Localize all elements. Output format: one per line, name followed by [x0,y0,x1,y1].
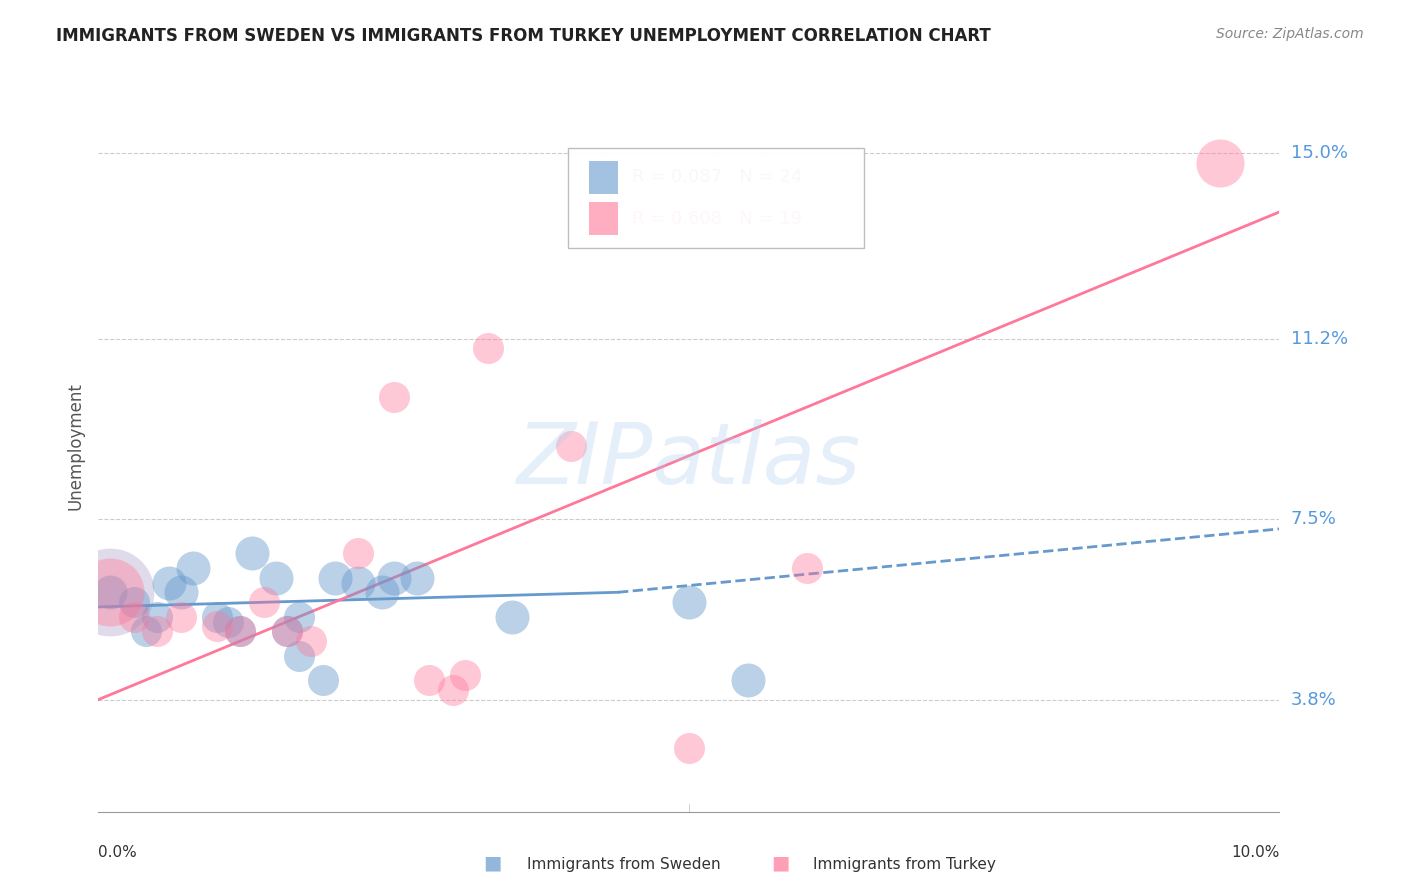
Point [796,561,818,575]
Point [737,673,759,687]
Text: R = 0.608   N = 19: R = 0.608 N = 19 [633,210,803,227]
Point [678,741,700,756]
Point [170,609,193,624]
Bar [589,161,619,194]
Text: Immigrants from Turkey: Immigrants from Turkey [813,857,995,872]
Point [371,585,394,599]
Point [299,634,322,648]
Point [477,342,499,356]
Point [288,648,311,663]
Point [205,609,228,624]
Point [217,615,239,629]
Point [347,575,370,590]
Text: ■: ■ [770,854,790,872]
Point [146,609,169,624]
Point [406,571,429,585]
Point [157,575,180,590]
Point [229,624,252,639]
Point [276,624,298,639]
Point [560,439,582,453]
FancyBboxPatch shape [568,148,863,248]
Text: 10.0%: 10.0% [1232,845,1279,860]
Text: Immigrants from Sweden: Immigrants from Sweden [527,857,721,872]
Point [122,595,145,609]
Bar [589,202,619,235]
Point [288,609,311,624]
Point [98,585,121,599]
Point [229,624,252,639]
Point [418,673,440,687]
Point [312,673,335,687]
Point [1209,156,1232,170]
Point [205,619,228,633]
Point [382,571,405,585]
Y-axis label: Unemployment: Unemployment [66,382,84,510]
Text: ■: ■ [482,854,502,872]
Point [441,682,464,697]
Point [323,571,346,585]
Point [382,390,405,404]
Text: 0.0%: 0.0% [98,845,138,860]
Text: 11.2%: 11.2% [1291,330,1348,348]
Point [253,595,276,609]
Text: 3.8%: 3.8% [1291,690,1336,708]
Point [678,595,700,609]
Point [276,624,298,639]
Point [240,546,263,560]
Text: ZIPatlas: ZIPatlas [517,419,860,502]
Text: Source: ZipAtlas.com: Source: ZipAtlas.com [1216,27,1364,41]
Text: 15.0%: 15.0% [1291,145,1347,162]
Point [181,561,204,575]
Point [122,609,145,624]
Point [170,585,193,599]
Point [501,609,523,624]
Point [146,624,169,639]
Point [347,546,370,560]
Text: 7.5%: 7.5% [1291,510,1337,528]
Point [264,571,287,585]
Point [453,668,475,682]
Point [98,585,121,599]
Text: R = 0.087   N = 24: R = 0.087 N = 24 [633,169,803,186]
Point [98,585,121,599]
Point [135,624,157,639]
Text: IMMIGRANTS FROM SWEDEN VS IMMIGRANTS FROM TURKEY UNEMPLOYMENT CORRELATION CHART: IMMIGRANTS FROM SWEDEN VS IMMIGRANTS FRO… [56,27,991,45]
